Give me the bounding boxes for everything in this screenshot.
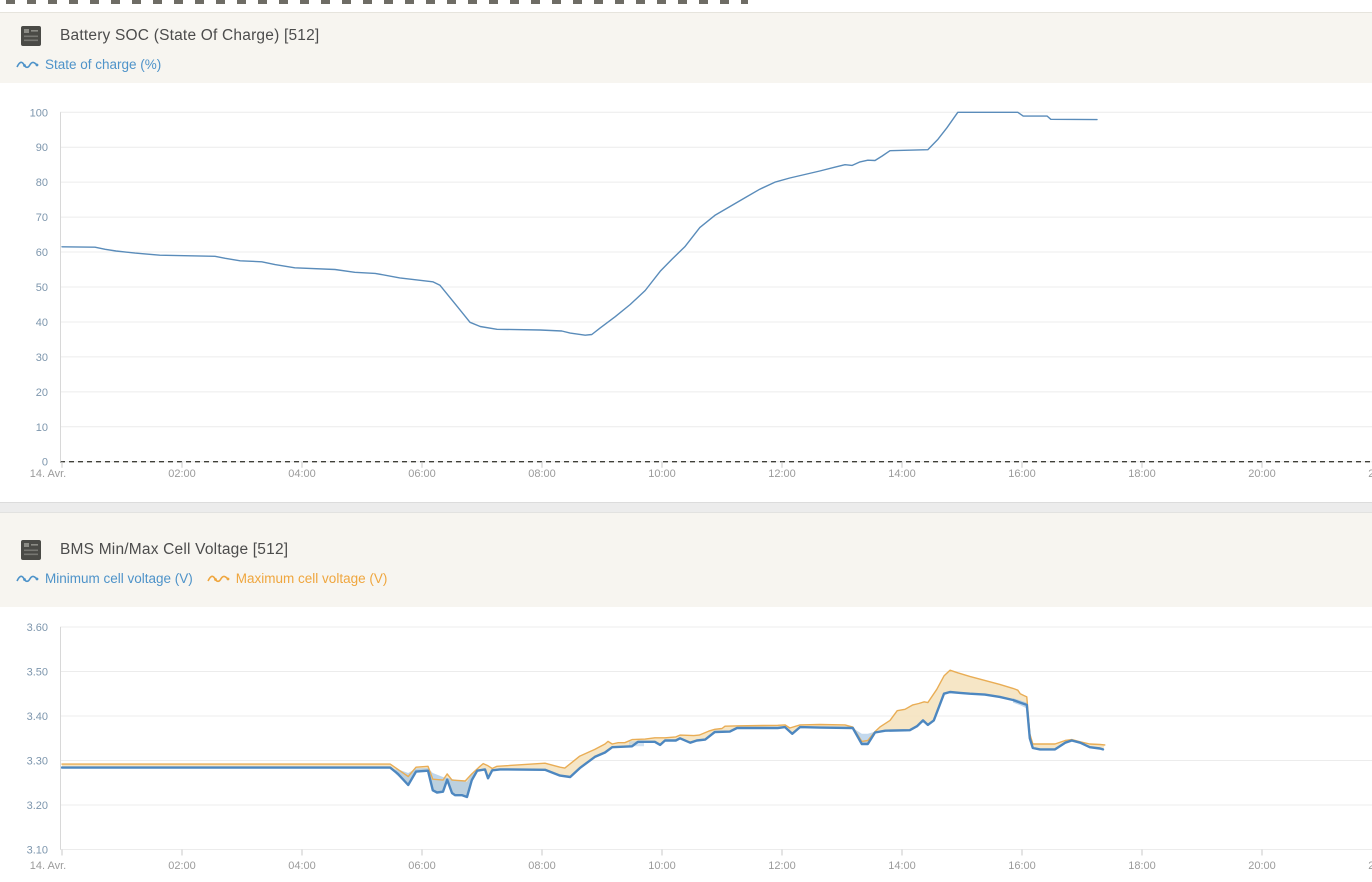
svg-text:10: 10 [36, 422, 48, 434]
svg-text:14:00: 14:00 [888, 860, 916, 872]
soc-chart-title: Battery SOC (State Of Charge) [512] [60, 27, 320, 44]
svg-text:30: 30 [36, 352, 48, 364]
cell-voltage-chart-header: BMS Min/Max Cell Voltage [512] Minimum c… [0, 513, 1372, 607]
svg-text:80: 80 [36, 177, 48, 189]
cell-voltage-chart-legend: Minimum cell voltage (V) Maximum cell vo… [16, 571, 1372, 586]
svg-text:14. Avr.: 14. Avr. [30, 860, 67, 872]
svg-text:14:00: 14:00 [888, 468, 916, 480]
svg-text:14. Avr.: 14. Avr. [30, 468, 67, 480]
cell-voltage-chart-panel: BMS Min/Max Cell Voltage [512] Minimum c… [0, 513, 1372, 877]
svg-text:100: 100 [30, 107, 48, 119]
svg-text:20:00: 20:00 [1248, 860, 1276, 872]
svg-text:02:00: 02:00 [168, 860, 196, 872]
svg-text:16:00: 16:00 [1008, 860, 1036, 872]
svg-text:3.40: 3.40 [27, 711, 48, 723]
svg-text:04:00: 04:00 [288, 468, 316, 480]
svg-text:10:00: 10:00 [648, 860, 676, 872]
svg-text:3.20: 3.20 [27, 800, 48, 812]
svg-text:3.10: 3.10 [27, 845, 48, 857]
svg-text:70: 70 [36, 212, 48, 224]
svg-text:02:00: 02:00 [168, 468, 196, 480]
panel-separator [0, 502, 1372, 513]
svg-text:0: 0 [42, 457, 48, 469]
soc-chart-panel: Battery SOC (State Of Charge) [512] Stat… [0, 12, 1372, 503]
legend-label: Maximum cell voltage (V) [235, 571, 388, 586]
legend-label: State of charge (%) [45, 57, 162, 72]
svg-text:12:00: 12:00 [768, 860, 796, 872]
svg-text:06:00: 06:00 [408, 860, 436, 872]
bms-device-icon [20, 539, 42, 561]
svg-text:20:00: 20:00 [1248, 468, 1276, 480]
svg-text:3.30: 3.30 [27, 756, 48, 768]
svg-text:18:00: 18:00 [1128, 468, 1156, 480]
svg-text:22:00: 22:00 [1368, 860, 1372, 872]
svg-text:10:00: 10:00 [648, 468, 676, 480]
svg-text:12:00: 12:00 [768, 468, 796, 480]
line-series-icon [16, 575, 39, 582]
svg-text:3.50: 3.50 [27, 667, 48, 679]
legend-minimum-cell-voltage[interactable]: Minimum cell voltage (V) [16, 571, 193, 586]
svg-text:08:00: 08:00 [528, 860, 556, 872]
line-series-icon [207, 575, 230, 582]
svg-text:20: 20 [36, 387, 48, 399]
svg-text:40: 40 [36, 317, 48, 329]
svg-text:04:00: 04:00 [288, 860, 316, 872]
cell-voltage-chart-svg: 3.60 3.50 3.40 3.30 3.20 3.10 14. Avr. 02:00 04:… [27, 622, 1372, 872]
cropped-content-above [6, 0, 748, 4]
legend-label: Minimum cell voltage (V) [45, 571, 193, 586]
svg-text:3.60: 3.60 [27, 622, 48, 634]
soc-chart-legend: State of charge (%) [16, 57, 1372, 72]
svg-text:22:00: 22:00 [1368, 468, 1372, 480]
svg-text:90: 90 [36, 142, 48, 154]
battery-device-icon [20, 25, 42, 47]
soc-chart-plot-area[interactable]: 100 90 80 70 60 50 40 30 20 10 0 14. Avr. 02:00 04:00… [0, 83, 1372, 503]
svg-text:06:00: 06:00 [408, 468, 436, 480]
soc-chart-header: Battery SOC (State Of Charge) [512] Stat… [0, 13, 1372, 83]
legend-state-of-charge[interactable]: State of charge (%) [16, 57, 161, 72]
svg-text:18:00: 18:00 [1128, 860, 1156, 872]
svg-text:16:00: 16:00 [1008, 468, 1036, 480]
line-series-icon [16, 61, 39, 68]
svg-text:50: 50 [36, 282, 48, 294]
legend-maximum-cell-voltage[interactable]: Maximum cell voltage (V) [207, 571, 388, 586]
cell-voltage-chart-title: BMS Min/Max Cell Voltage [512] [60, 541, 289, 558]
svg-text:08:00: 08:00 [528, 468, 556, 480]
cell-voltage-chart-plot-area[interactable]: 3.60 3.50 3.40 3.30 3.20 3.10 14. Avr. 02:00 04:… [0, 607, 1372, 877]
svg-text:60: 60 [36, 247, 48, 259]
